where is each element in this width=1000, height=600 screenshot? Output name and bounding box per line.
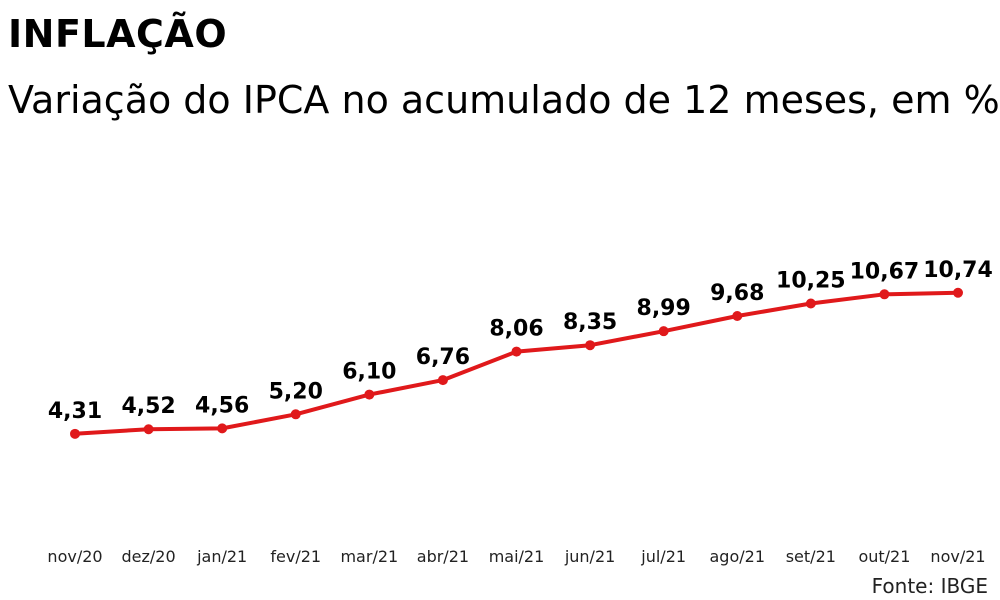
x-tick-label: mai/21 (489, 547, 545, 566)
data-label: 8,35 (563, 310, 617, 335)
x-tick-label: jan/21 (196, 547, 247, 566)
x-tick-label: abr/21 (417, 547, 469, 566)
data-label: 4,56 (195, 393, 249, 418)
data-point (585, 340, 596, 351)
data-point (217, 423, 228, 434)
data-point (805, 298, 816, 309)
x-tick-label: out/21 (858, 547, 910, 566)
data-label: 4,31 (48, 399, 102, 424)
x-tick-label: fev/21 (270, 547, 321, 566)
x-tick-label: mar/21 (340, 547, 398, 566)
data-point (511, 346, 522, 357)
x-tick-label: ago/21 (710, 547, 766, 566)
data-point (953, 287, 963, 298)
data-label: 9,68 (710, 281, 764, 306)
data-point (290, 409, 301, 420)
data-point (732, 311, 743, 322)
data-point (437, 375, 448, 386)
data-point (70, 428, 80, 439)
data-point (364, 389, 375, 400)
data-label: 10,67 (850, 259, 920, 284)
x-tick-label: set/21 (786, 547, 836, 566)
data-label: 10,25 (776, 269, 846, 294)
data-point (143, 424, 154, 435)
data-label: 8,99 (637, 296, 691, 321)
data-point (658, 326, 669, 337)
data-label: 6,76 (416, 345, 470, 370)
data-label: 8,06 (489, 317, 543, 342)
data-label: 4,52 (121, 394, 175, 419)
data-label: 5,20 (269, 379, 323, 404)
x-tick-label: jun/21 (564, 547, 615, 566)
source-note: Fonte: IBGE (871, 574, 988, 598)
x-tick-label: dez/20 (122, 547, 176, 566)
chart-subtitle: Variação do IPCA no acumulado de 12 mese… (8, 78, 1000, 122)
data-label: 10,74 (923, 258, 993, 283)
x-tick-label: jul/21 (640, 547, 686, 566)
data-point (879, 289, 890, 300)
chart-title: INFLAÇÃO (8, 12, 228, 56)
x-tick-label: nov/20 (47, 547, 102, 566)
data-label: 6,10 (342, 360, 396, 385)
x-tick-label: nov/21 (930, 547, 985, 566)
